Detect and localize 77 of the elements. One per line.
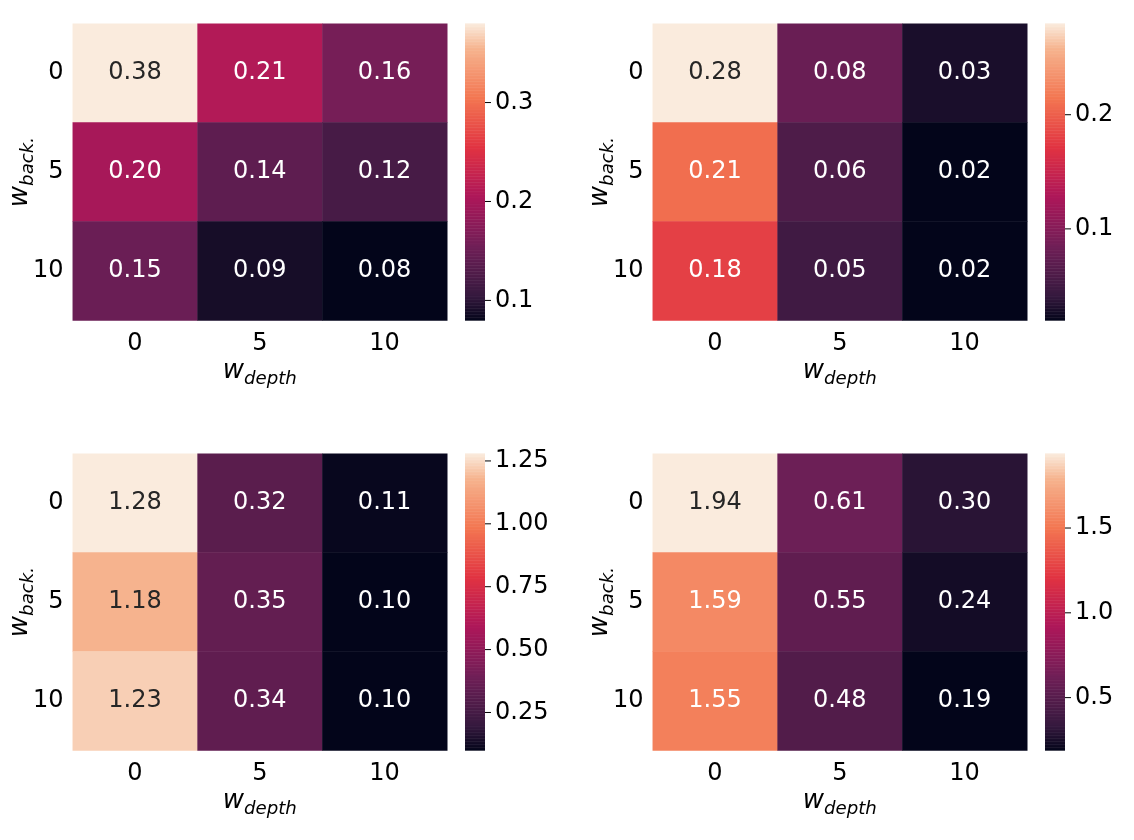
y-tick-label: 0 [48, 57, 64, 86]
x-axis-title: w$_{depth}$ [222, 354, 297, 389]
data-label: 0.08 [813, 57, 867, 86]
y-tick-label: 5 [628, 586, 644, 615]
data-label: 1.55 [688, 684, 742, 713]
color-bar-label: 0.2 [495, 185, 534, 214]
color-bar-label: 0.50 [495, 633, 549, 662]
y-tick-label: 10 [32, 254, 64, 283]
x-tick-label: 5 [252, 757, 268, 786]
x-tick-label: 5 [252, 327, 268, 356]
y-tick-label: 0 [628, 57, 644, 86]
y-tick-label: 5 [48, 586, 64, 615]
y-tick-label: 10 [612, 254, 644, 283]
data-label: 0.21 [688, 156, 742, 185]
y-tick-label: 10 [32, 684, 64, 713]
data-label: 0.05 [813, 254, 867, 283]
data-label: 0.16 [357, 57, 412, 86]
data-label: 0.38 [108, 57, 162, 86]
y-tick-label: 0 [628, 487, 644, 516]
data-label: 0.20 [108, 156, 162, 185]
y-tick-label: 5 [628, 156, 644, 185]
data-label: 0.10 [357, 586, 412, 615]
x-tick-label: 0 [127, 327, 143, 356]
x-tick-label: 0 [127, 757, 143, 786]
data-label: 0.21 [233, 57, 287, 86]
data-label: 0.61 [813, 487, 867, 516]
color-bar-label: 0.5 [1075, 681, 1114, 710]
data-label: 0.11 [357, 487, 412, 516]
color-bar-label: 1.25 [495, 445, 549, 474]
data-label: 0.06 [813, 156, 867, 185]
data-label: 0.34 [233, 684, 287, 713]
data-label: 0.24 [937, 586, 992, 615]
color-bar-label: 0.1 [495, 284, 534, 313]
data-label: 0.18 [688, 254, 742, 283]
y-tick-label: 10 [612, 684, 644, 713]
y-tick-label: 5 [48, 156, 64, 185]
y-tick-label: 0 [48, 487, 64, 516]
data-label: 1.23 [108, 684, 162, 713]
x-tick-label: 10 [369, 327, 400, 356]
data-label: 0.19 [937, 684, 992, 713]
x-tick-label: 0 [707, 327, 723, 356]
data-label: 0.35 [233, 586, 287, 615]
color-bar-label: 0.3 [495, 86, 534, 115]
data-label: 0.48 [813, 684, 867, 713]
data-label: 0.03 [937, 57, 992, 86]
data-label: 0.12 [357, 156, 412, 185]
x-axis-title: w$_{depth}$ [222, 784, 297, 819]
x-axis-title: w$_{depth}$ [802, 784, 877, 819]
data-label: 0.02 [937, 156, 992, 185]
data-label: 0.55 [813, 586, 867, 615]
x-tick-label: 10 [949, 327, 980, 356]
x-axis-title: w$_{depth}$ [802, 354, 877, 389]
data-label: 1.59 [688, 586, 742, 615]
data-label: 0.28 [688, 57, 742, 86]
data-label: 1.18 [108, 586, 162, 615]
color-bar-label: 0.75 [495, 570, 549, 599]
data-label: 1.94 [688, 487, 742, 516]
data-label: 0.14 [233, 156, 287, 185]
x-tick-label: 5 [832, 757, 848, 786]
x-tick-label: 5 [832, 327, 848, 356]
data-label: 0.30 [937, 487, 992, 516]
color-bar-label: 0.2 [1075, 98, 1114, 127]
data-label: 0.32 [233, 487, 287, 516]
data-label: 0.09 [233, 254, 287, 283]
color-bar-label: 0.1 [1075, 213, 1114, 242]
data-label: 1.28 [108, 487, 162, 516]
data-label: 0.15 [108, 254, 162, 283]
color-bar-label: 1.5 [1075, 512, 1114, 541]
data-label: 0.10 [357, 684, 412, 713]
color-bar-label: 1.00 [495, 508, 549, 537]
data-label: 0.02 [937, 254, 992, 283]
x-tick-label: 0 [707, 757, 723, 786]
color-bar-label: 0.25 [495, 696, 549, 725]
data-label: 0.08 [357, 254, 412, 283]
x-tick-label: 10 [949, 757, 980, 786]
color-bar-label: 1.0 [1075, 597, 1114, 626]
x-tick-label: 10 [369, 757, 400, 786]
